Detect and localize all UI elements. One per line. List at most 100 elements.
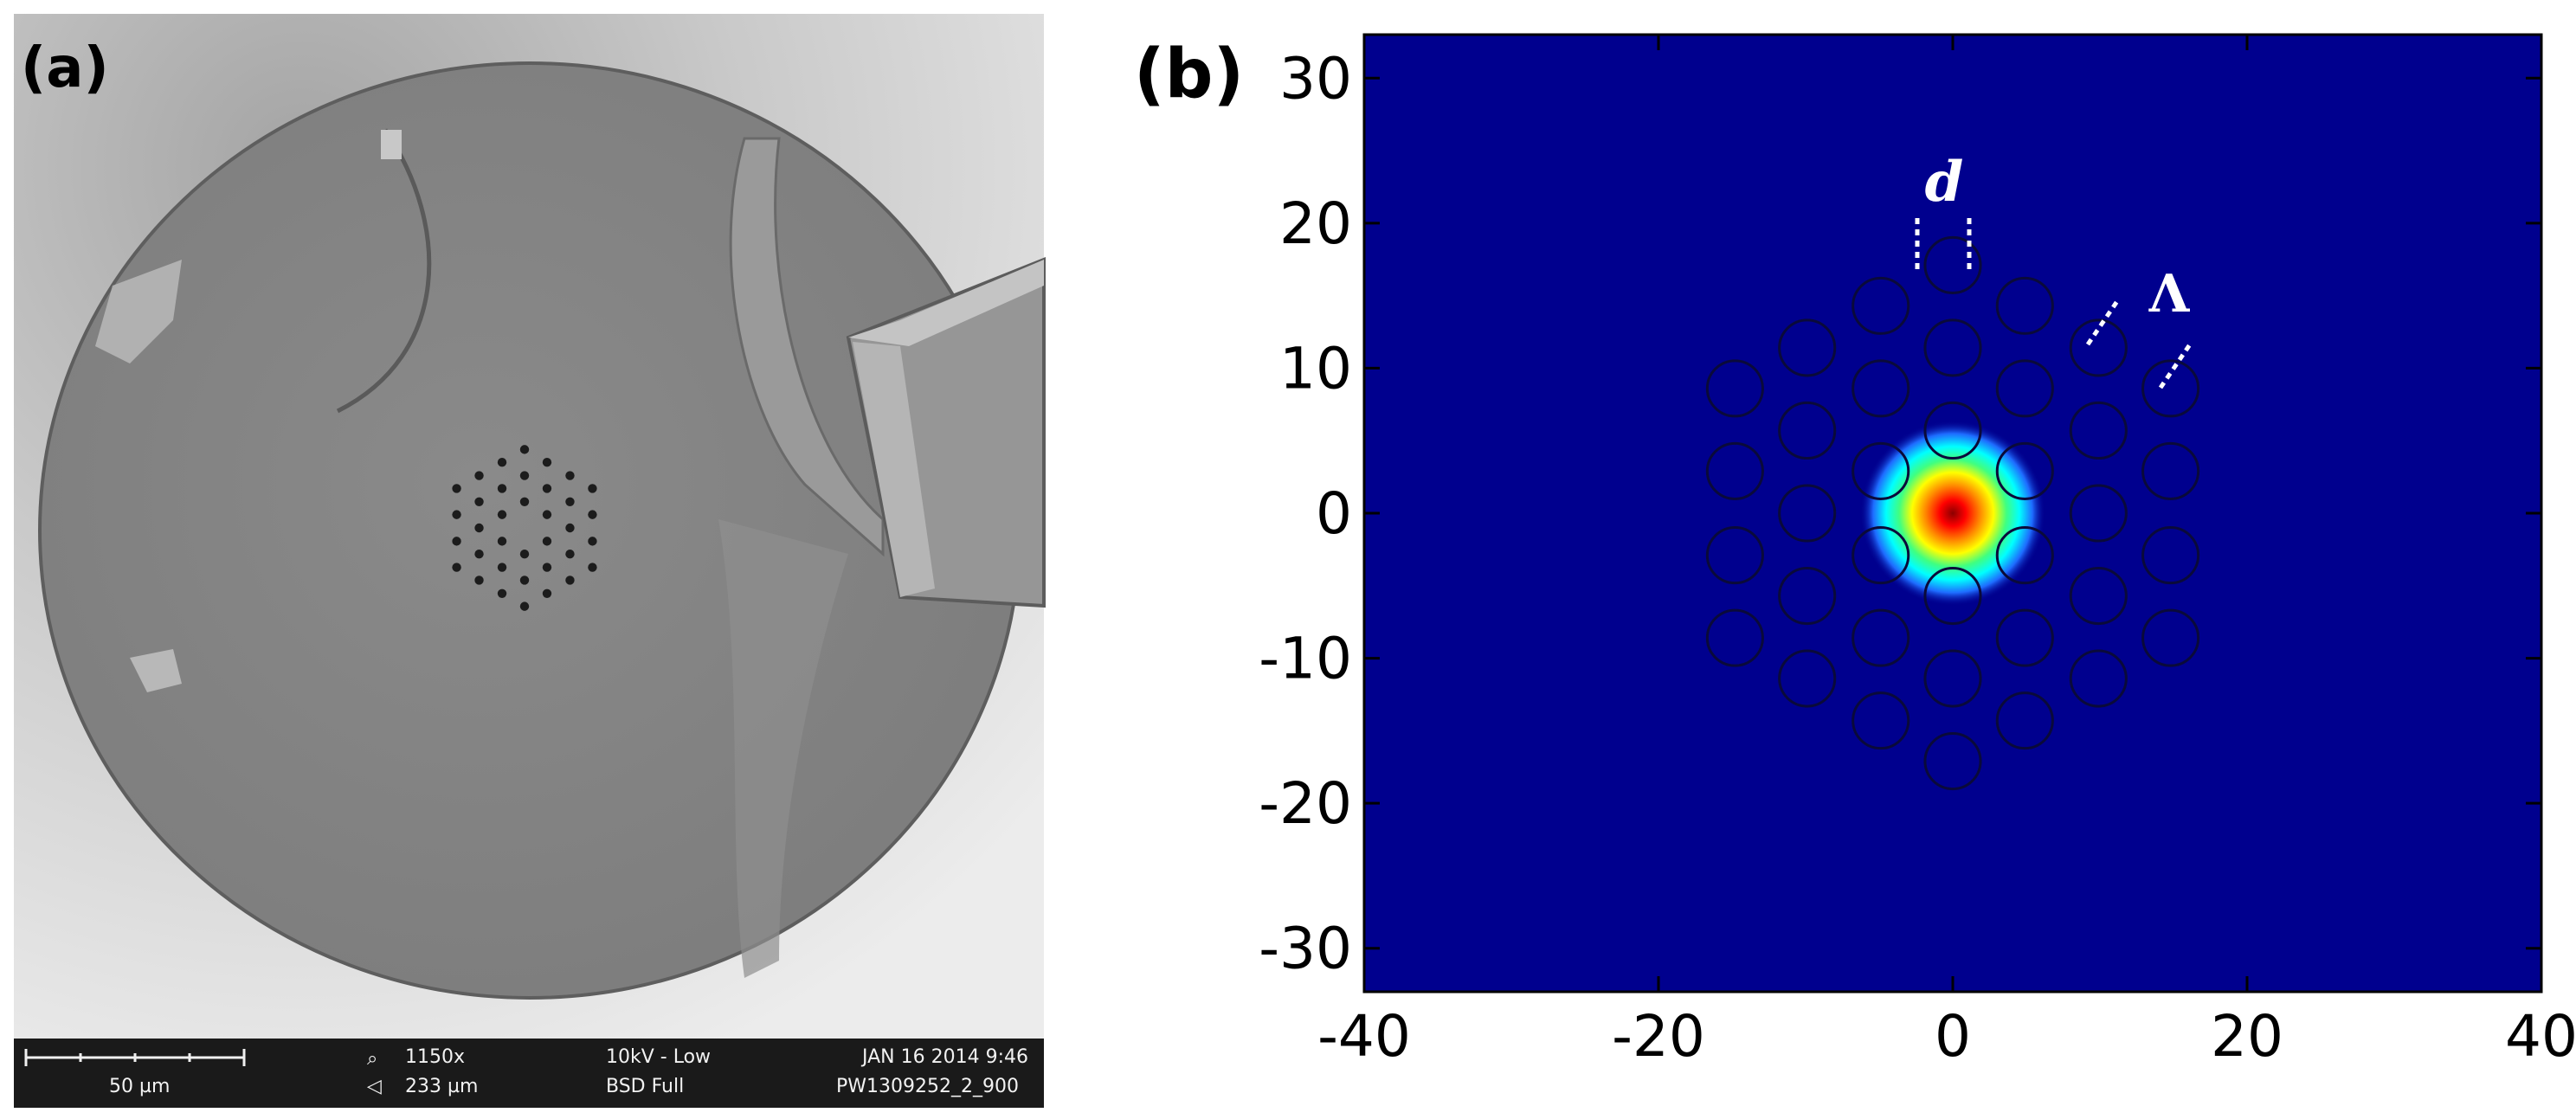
sem-air-hole (519, 471, 530, 480)
y-tick-label: -30 (1259, 916, 1352, 982)
x-tick-label: -40 (1317, 1003, 1411, 1070)
sem-air-hole (565, 550, 575, 559)
sem-info-bar (14, 1039, 1044, 1108)
annotation-lambda: Λ (2148, 264, 2191, 325)
sem-air-hole (452, 484, 461, 493)
air-hole (2141, 359, 2200, 418)
air-hole (1995, 276, 2054, 335)
sem-air-hole (474, 497, 484, 506)
fiber-holder (846, 257, 1046, 608)
air-hole (2069, 401, 2128, 460)
air-hole (1852, 441, 1910, 500)
annotation-d-marker (1915, 218, 1972, 270)
date: JAN 16 2014 9:46 (860, 1046, 1028, 1068)
air-hole (1995, 359, 2054, 418)
sem-air-hole (588, 537, 597, 546)
annotation-d: d (1925, 150, 1964, 215)
sem-air-hole (452, 537, 461, 546)
air-hole (1923, 401, 1982, 460)
air-hole (1778, 484, 1837, 543)
air-hole (2141, 608, 2200, 667)
annotation-lambda-marker (2085, 299, 2193, 389)
air-hole (1923, 732, 1982, 791)
y-tick-label: 30 (1279, 45, 1352, 112)
sem-air-hole (519, 445, 530, 454)
air-hole (1705, 608, 1764, 667)
mode-plot: -40 -20 0 20 40 30 20 10 0 -10 -20 -30 d Λ (1259, 33, 2576, 1070)
sem-air-hole (519, 550, 530, 559)
sem-air-hole (474, 550, 484, 559)
air-hole (1778, 566, 1837, 626)
y-tick-label: -20 (1259, 770, 1352, 837)
air-hole (1995, 691, 2054, 750)
air-hole (1923, 235, 1982, 294)
sem-air-hole (542, 563, 552, 572)
air-hole (1705, 359, 1764, 418)
air-hole (2069, 484, 2128, 543)
sem-air-hole (452, 563, 461, 572)
sem-air-hole (565, 497, 575, 506)
sem-air-hole (497, 563, 507, 572)
y-tick-label: 10 (1279, 335, 1352, 402)
air-hole (1923, 649, 1982, 708)
sem-image: 50 µm ⌕ 1150x ◁ 233 µm 10kV - Low BSD Fu… (14, 14, 1046, 1108)
sem-air-hole (588, 484, 597, 493)
sem-air-hole (588, 563, 597, 572)
field-width-icon: ◁ (367, 1076, 382, 1097)
y-axis: 30 20 10 0 -10 -20 -30 (1259, 45, 2541, 982)
debris-lower-left (130, 649, 182, 692)
y-tick-label: 20 (1279, 190, 1352, 257)
air-hole (2069, 318, 2128, 377)
air-hole (1778, 318, 1837, 377)
air-hole-outlines (1705, 235, 2200, 791)
x-axis: -40 -20 0 20 40 (1317, 35, 2576, 1070)
sem-air-hole (542, 484, 552, 493)
sem-air-hole (474, 576, 484, 585)
air-hole (1778, 401, 1837, 460)
cleave-zone (718, 519, 848, 978)
air-hole (1778, 649, 1837, 708)
sem-air-hole (474, 471, 484, 480)
air-hole (1852, 608, 1910, 667)
scale-bar (24, 1049, 246, 1066)
sem-air-hole (542, 537, 552, 546)
air-hole (1923, 566, 1982, 626)
magnification-icon: ⌕ (367, 1048, 377, 1070)
cleave-crack (336, 128, 432, 414)
detector: BSD Full (606, 1076, 684, 1097)
air-hole (2141, 526, 2200, 585)
sem-air-hole (565, 576, 575, 585)
air-hole (2141, 441, 2200, 500)
air-hole (1995, 441, 2054, 500)
x-tick-label: 20 (2211, 1003, 2283, 1070)
magnification: 1150x (405, 1046, 465, 1068)
y-tick-label: 0 (1316, 480, 1352, 547)
x-tick-label: 0 (1935, 1003, 1971, 1070)
sem-air-hole (474, 523, 484, 533)
mode-field (1859, 420, 2046, 607)
sem-air-hole (497, 588, 507, 598)
air-hole (1705, 441, 1764, 500)
sem-air-hole (542, 458, 552, 467)
air-hole (1705, 526, 1764, 585)
debris-spot (381, 130, 402, 159)
sem-air-hole (497, 484, 507, 493)
field-width: 233 µm (405, 1076, 478, 1097)
air-hole (2069, 649, 2128, 708)
panel-b-label: (b) (1134, 35, 1244, 113)
scale-bar-label: 50 µm (109, 1076, 170, 1097)
air-hole (1852, 359, 1910, 418)
sem-air-hole (588, 510, 597, 519)
sample-id: PW1309252_2_900 (836, 1076, 1019, 1097)
air-hole (2069, 566, 2128, 626)
air-hole (1995, 526, 2054, 585)
x-tick-label: 40 (2505, 1003, 2576, 1070)
sem-air-hole (519, 576, 530, 585)
sem-air-hole (497, 458, 507, 467)
x-tick-label: -20 (1612, 1003, 1705, 1070)
sem-air-hole (497, 537, 507, 546)
sem-air-hole (519, 497, 530, 506)
air-hole (1852, 691, 1910, 750)
sem-air-hole (519, 601, 530, 611)
